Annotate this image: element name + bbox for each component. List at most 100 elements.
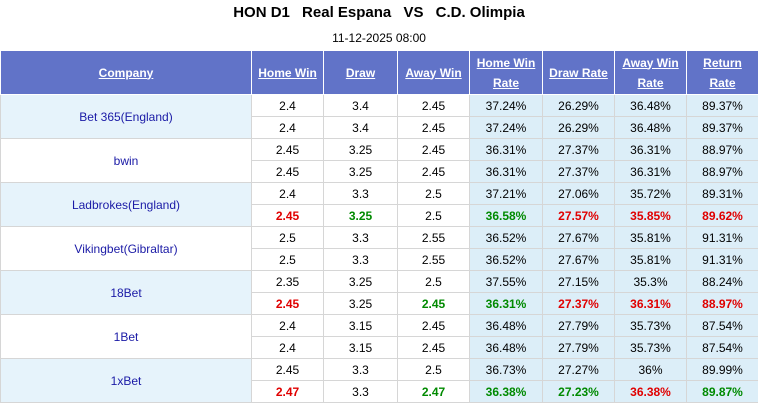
rate-cell: 89.37%	[687, 117, 758, 139]
rate-cell: 88.97%	[687, 293, 758, 315]
rate-cell: 89.31%	[687, 183, 758, 205]
odds-cell: 2.4	[252, 183, 324, 205]
odds-cell: 2.45	[398, 315, 470, 337]
rate-cell: 35.81%	[615, 227, 687, 249]
odds-cell: 3.3	[324, 183, 398, 205]
company-name[interactable]: bwin	[1, 139, 252, 183]
rate-cell: 88.24%	[687, 271, 758, 293]
rate-cell: 89.87%	[687, 381, 758, 403]
odds-cell: 2.4	[252, 95, 324, 117]
rate-cell: 36%	[615, 359, 687, 381]
odds-cell: 3.3	[324, 227, 398, 249]
rate-cell: 26.29%	[543, 117, 615, 139]
odds-cell: 2.45	[252, 293, 324, 315]
odds-cell: 2.45	[398, 337, 470, 359]
odds-cell: 3.3	[324, 381, 398, 403]
column-header[interactable]: Draw Rate	[543, 51, 615, 95]
company-name[interactable]: Bet 365(England)	[1, 95, 252, 139]
odds-cell: 2.5	[398, 183, 470, 205]
odds-cell: 3.15	[324, 337, 398, 359]
company-name[interactable]: 1xBet	[1, 359, 252, 403]
column-header[interactable]: Home Win Rate	[470, 51, 543, 95]
rate-cell: 36.58%	[470, 205, 543, 227]
rate-cell: 36.48%	[470, 337, 543, 359]
odds-cell: 2.45	[252, 359, 324, 381]
rate-cell: 89.37%	[687, 95, 758, 117]
odds-cell: 2.47	[252, 381, 324, 403]
odds-cell: 2.35	[252, 271, 324, 293]
rate-cell: 91.31%	[687, 249, 758, 271]
rate-cell: 35.3%	[615, 271, 687, 293]
odds-cell: 2.5	[252, 227, 324, 249]
rate-cell: 35.85%	[615, 205, 687, 227]
rate-cell: 27.37%	[543, 293, 615, 315]
match-title: HON D1 Real Espana VS C.D. Olimpia	[0, 4, 758, 21]
column-header[interactable]: Away Win Rate	[615, 51, 687, 95]
rate-cell: 36.73%	[470, 359, 543, 381]
rate-cell: 36.31%	[470, 139, 543, 161]
rate-cell: 37.55%	[470, 271, 543, 293]
rate-cell: 35.73%	[615, 337, 687, 359]
rate-cell: 27.67%	[543, 249, 615, 271]
company-name[interactable]: Ladbrokes(England)	[1, 183, 252, 227]
rate-cell: 37.21%	[470, 183, 543, 205]
rate-cell: 87.54%	[687, 337, 758, 359]
league: HON D1	[233, 4, 290, 21]
rate-cell: 36.48%	[615, 117, 687, 139]
rate-cell: 87.54%	[687, 315, 758, 337]
odds-cell: 2.55	[398, 227, 470, 249]
rate-cell: 27.23%	[543, 381, 615, 403]
rate-cell: 27.06%	[543, 183, 615, 205]
odds-cell: 2.45	[398, 161, 470, 183]
rate-cell: 36.31%	[615, 293, 687, 315]
rate-cell: 27.79%	[543, 337, 615, 359]
rate-cell: 27.15%	[543, 271, 615, 293]
rate-cell: 27.37%	[543, 139, 615, 161]
odds-cell: 3.4	[324, 117, 398, 139]
odds-cell: 3.25	[324, 161, 398, 183]
column-header[interactable]: Draw	[324, 51, 398, 95]
odds-cell: 2.45	[398, 95, 470, 117]
column-header[interactable]: Away Win	[398, 51, 470, 95]
odds-cell: 2.55	[398, 249, 470, 271]
rate-cell: 27.37%	[543, 161, 615, 183]
rate-cell: 35.81%	[615, 249, 687, 271]
odds-cell: 3.25	[324, 139, 398, 161]
column-header[interactable]: Return Rate	[687, 51, 758, 95]
odds-cell: 2.5	[398, 271, 470, 293]
rate-cell: 36.48%	[615, 95, 687, 117]
rate-cell: 36.31%	[615, 139, 687, 161]
odds-cell: 2.47	[398, 381, 470, 403]
company-name[interactable]: 1Bet	[1, 315, 252, 359]
match-datetime: 11-12-2025 08:00	[0, 31, 758, 45]
odds-cell: 3.3	[324, 249, 398, 271]
away-team: C.D. Olimpia	[436, 4, 525, 21]
odds-cell: 2.45	[398, 139, 470, 161]
rate-cell: 88.97%	[687, 139, 758, 161]
rate-cell: 36.52%	[470, 227, 543, 249]
company-name[interactable]: 18Bet	[1, 271, 252, 315]
rate-cell: 35.73%	[615, 315, 687, 337]
versus: VS	[403, 4, 423, 21]
odds-cell: 3.25	[324, 205, 398, 227]
odds-cell: 2.4	[252, 117, 324, 139]
odds-cell: 2.45	[252, 139, 324, 161]
odds-cell: 3.25	[324, 293, 398, 315]
rate-cell: 37.24%	[470, 117, 543, 139]
odds-cell: 3.15	[324, 315, 398, 337]
rate-cell: 89.62%	[687, 205, 758, 227]
odds-cell: 2.4	[252, 337, 324, 359]
rate-cell: 36.31%	[470, 161, 543, 183]
rate-cell: 27.79%	[543, 315, 615, 337]
company-name[interactable]: Vikingbet(Gibraltar)	[1, 227, 252, 271]
column-header[interactable]: Home Win	[252, 51, 324, 95]
rate-cell: 36.48%	[470, 315, 543, 337]
